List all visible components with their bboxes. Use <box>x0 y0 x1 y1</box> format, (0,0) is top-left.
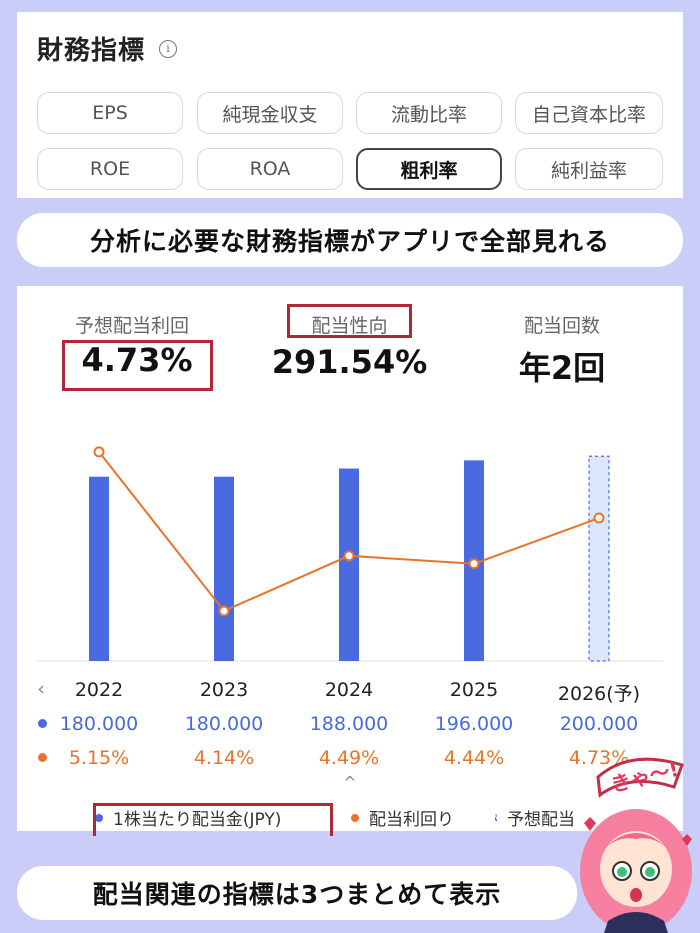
character-sticker: きゃ〜! <box>570 743 700 933</box>
legend-dot-icon <box>95 813 103 822</box>
yield-point <box>93 446 105 458</box>
yield-value: 5.15% <box>68 747 130 769</box>
highlight-box <box>287 304 412 338</box>
expected-yield-label: 予想配当利回 <box>74 315 189 337</box>
dividend-panel: 予想配当利回 4.73% 配当性向 291.54% 配当回数 年2回 ‹ 202… <box>17 286 683 836</box>
forecast-bar <box>588 455 610 662</box>
banner-bottom: 配当関連の指標は3つまとめて表示 <box>17 866 577 920</box>
metrics-title: 財務指標 <box>37 36 146 66</box>
chip-eps[interactable]: EPS <box>37 92 183 134</box>
dividend-dot-icon <box>38 719 47 728</box>
expand-chevron-icon[interactable]: ^ <box>343 773 357 792</box>
prev-arrow-icon[interactable]: ‹ <box>37 678 45 700</box>
legend-forecast[interactable]: 予想配当 <box>495 805 575 830</box>
year-label: 2025 <box>449 679 499 701</box>
legend-label: 1株当たり配当金(JPY) <box>113 810 282 830</box>
yield-point <box>218 605 230 617</box>
dividend-frequency-value: 年2回 <box>518 349 606 387</box>
year-label: 2026(予) <box>557 683 641 705</box>
year-label: 2024 <box>324 679 374 701</box>
chip-current-ratio[interactable]: 流動比率 <box>356 92 502 134</box>
chip-roa[interactable]: ROA <box>197 148 343 190</box>
dividend-bar <box>89 476 109 661</box>
dividend-frequency-label: 配当回数 <box>523 315 600 337</box>
legend-dot-icon <box>351 813 359 822</box>
yield-dot-icon <box>38 753 47 762</box>
yield-value: 4.44% <box>443 747 505 769</box>
chip-net-margin[interactable]: 純利益率 <box>515 148 663 190</box>
dividend-value: 196.000 <box>434 713 514 735</box>
banner-top: 分析に必要な財務指標がアプリで全部見れる <box>17 213 683 267</box>
yield-point <box>593 512 605 524</box>
legend-label: 予想配当 <box>507 810 575 830</box>
metrics-panel: 財務指標 i EPS 純現金収支 流動比率 自己資本比率 ROE ROA 粗利率… <box>17 12 683 198</box>
yield-value: 4.73% <box>568 747 630 769</box>
dividend-value: 180.000 <box>184 713 264 735</box>
legend-dividend[interactable]: 1株当たり配当金(JPY) <box>95 805 281 830</box>
info-icon[interactable]: i <box>159 39 178 58</box>
chip-equity-ratio[interactable]: 自己資本比率 <box>515 92 663 134</box>
chip-gross-margin[interactable]: 粗利率 <box>356 148 502 190</box>
legend-dot-icon <box>495 813 497 822</box>
payout-ratio-value: 291.54% <box>271 343 428 381</box>
dividend-value: 188.000 <box>309 713 389 735</box>
yield-value: 4.49% <box>318 747 380 769</box>
year-label: 2022 <box>74 679 124 701</box>
dividend-bar <box>339 468 359 661</box>
dividend-chart <box>37 446 663 662</box>
chip-roe[interactable]: ROE <box>37 148 183 190</box>
legend-label: 配当利回り <box>369 810 454 830</box>
chip-net-cash-flow[interactable]: 純現金収支 <box>197 92 343 134</box>
highlight-box <box>93 803 333 836</box>
highlight-box <box>62 340 213 391</box>
dividend-bar <box>214 476 234 661</box>
dividend-value: 180.000 <box>59 713 139 735</box>
expected-yield-value: 4.73% <box>81 341 193 379</box>
yield-point <box>468 558 480 570</box>
payout-ratio-label: 配当性向 <box>311 315 388 337</box>
yield-point <box>343 550 355 562</box>
yield-value: 4.14% <box>193 747 255 769</box>
year-label: 2023 <box>199 679 249 701</box>
dividend-value: 200.000 <box>559 713 639 735</box>
legend-yield[interactable]: 配当利回り <box>351 805 454 830</box>
